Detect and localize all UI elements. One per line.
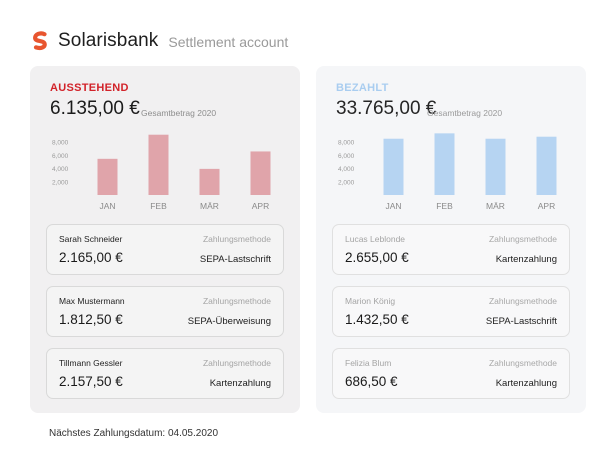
brand-name: Solarisbank: [58, 30, 159, 51]
payment-card-outstanding-3[interactable]: Tillmann Gessler Zahlungsmethode 2.157,5…: [46, 348, 284, 399]
outstanding-xtick-label: MÄR: [200, 201, 219, 211]
outstanding-bar-chart: 8,000 6,000 4,000 2,000 JAN FEB MÄR APR: [52, 134, 271, 211]
paid-xtick-label: APR: [538, 201, 555, 211]
paid-bar-jan: [383, 138, 404, 195]
paid-total-amount: 33.765,00 €: [336, 98, 437, 119]
payment-method-label: Zahlungsmethode: [488, 358, 557, 368]
app-header: Solarisbank Settlement account: [30, 28, 288, 54]
paid-bar-mär: [485, 138, 506, 195]
outstanding-chart: 8,000 6,000 4,000 2,000 JAN FEB MÄR APR: [30, 128, 300, 218]
payment-amount: 2.655,00 €: [345, 250, 409, 265]
payer-name: Max Mustermann: [59, 296, 125, 306]
payment-card-outstanding-1[interactable]: Sarah Schneider Zahlungsmethode 2.165,00…: [46, 224, 284, 275]
paid-ytick-label: 4,000: [338, 166, 355, 173]
payment-method: Kartenzahlung: [209, 378, 271, 389]
payment-card-outstanding-2[interactable]: Max Mustermann Zahlungsmethode 1.812,50 …: [46, 286, 284, 337]
payment-amount: 1.812,50 €: [59, 312, 123, 327]
payment-method: SEPA-Lastschrift: [199, 254, 271, 265]
outstanding-bar-jan: [97, 158, 118, 195]
payment-method-label: Zahlungsmethode: [202, 296, 271, 306]
paid-bar-apr: [536, 136, 557, 195]
paid-xtick-label: JAN: [385, 201, 401, 211]
payment-method-label: Zahlungsmethode: [202, 358, 271, 368]
outstanding-xtick-label: FEB: [150, 201, 167, 211]
outstanding-total-amount: 6.135,00 €: [50, 98, 140, 119]
payer-name: Felizia Blum: [345, 358, 392, 368]
outstanding-ytick-label: 8,000: [52, 139, 69, 146]
paid-total-label: Gesamtbetrag 2020: [427, 108, 503, 118]
payment-card-paid-3[interactable]: Felizia Blum Zahlungsmethode 686,50 € Ka…: [332, 348, 570, 399]
payment-amount: 686,50 €: [345, 374, 398, 389]
outstanding-ytick-label: 4,000: [52, 166, 69, 173]
outstanding-bar-mär: [199, 168, 220, 195]
payment-card-paid-1[interactable]: Lucas Leblonde Zahlungsmethode 2.655,00 …: [332, 224, 570, 275]
paid-ytick-label: 6,000: [338, 153, 355, 160]
outstanding-bar-feb: [148, 134, 169, 195]
outstanding-total-label: Gesamtbetrag 2020: [141, 108, 217, 118]
payment-card-paid-2[interactable]: Marion König Zahlungsmethode 1.432,50 € …: [332, 286, 570, 337]
payer-name: Lucas Leblonde: [345, 234, 406, 244]
outstanding-panel: AUSSTEHEND 6.135,00 € Gesamtbetrag 2020 …: [30, 66, 300, 413]
payer-name: Tillmann Gessler: [59, 358, 123, 368]
outstanding-status-label: AUSSTEHEND: [50, 82, 129, 94]
payment-method: SEPA-Lastschrift: [485, 316, 557, 327]
paid-bar-feb: [434, 133, 455, 195]
payment-method: SEPA-Überweisung: [187, 316, 271, 327]
outstanding-ytick-label: 6,000: [52, 153, 69, 160]
paid-ytick-label: 8,000: [338, 139, 355, 146]
payment-method: Kartenzahlung: [495, 378, 557, 389]
payment-method: Kartenzahlung: [495, 254, 557, 265]
payment-method-label: Zahlungsmethode: [488, 296, 557, 306]
outstanding-ytick-label: 2,000: [52, 180, 69, 187]
payment-amount: 2.157,50 €: [59, 374, 123, 389]
solarisbank-logo-icon: [30, 31, 50, 51]
paid-bar-chart: 8,000 6,000 4,000 2,000 JAN FEB MÄR APR: [338, 133, 557, 211]
payment-method-label: Zahlungsmethode: [202, 234, 271, 244]
paid-xtick-label: MÄR: [486, 201, 505, 211]
payer-name: Sarah Schneider: [59, 234, 123, 244]
next-payment-date: Nächstes Zahlungsdatum: 04.05.2020: [49, 428, 218, 439]
payment-amount: 1.432,50 €: [345, 312, 409, 327]
page-subtitle: Settlement account: [168, 34, 289, 50]
outstanding-bar-apr: [250, 151, 271, 195]
outstanding-xtick-label: APR: [252, 201, 269, 211]
paid-chart: 8,000 6,000 4,000 2,000 JAN FEB MÄR APR: [316, 128, 586, 218]
paid-panel: BEZAHLT 33.765,00 € Gesamtbetrag 2020 8,…: [316, 66, 586, 413]
outstanding-xtick-label: JAN: [99, 201, 115, 211]
paid-xtick-label: FEB: [436, 201, 453, 211]
payer-name: Marion König: [345, 296, 396, 306]
paid-status-label: BEZAHLT: [336, 82, 389, 94]
paid-ytick-label: 2,000: [338, 180, 355, 187]
payment-method-label: Zahlungsmethode: [488, 234, 557, 244]
payment-amount: 2.165,00 €: [59, 250, 123, 265]
